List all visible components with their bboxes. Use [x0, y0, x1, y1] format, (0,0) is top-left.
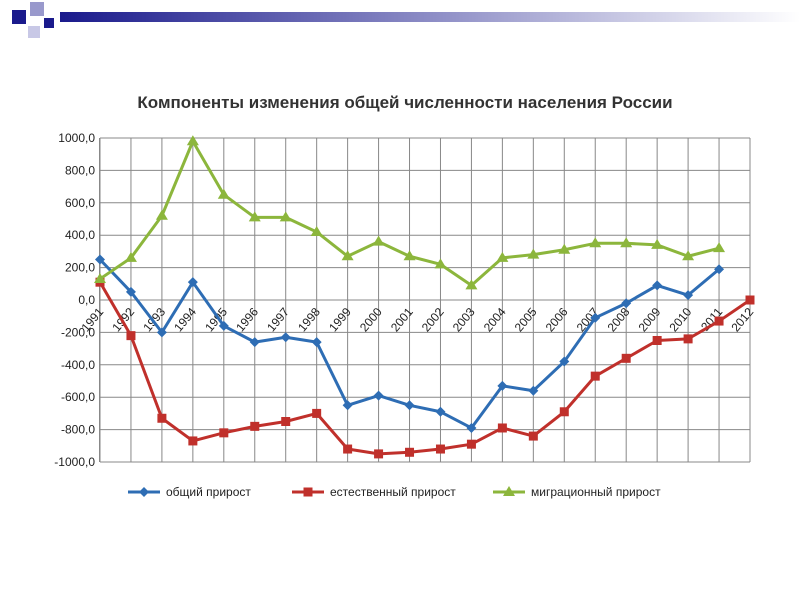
marker	[94, 272, 106, 283]
legend-label: миграционный прирост	[531, 485, 661, 499]
marker	[496, 251, 509, 262]
marker	[374, 449, 384, 459]
y-tick-label: 0,0	[78, 293, 95, 307]
marker	[683, 290, 694, 301]
marker	[157, 413, 167, 423]
marker	[341, 250, 354, 261]
marker	[466, 422, 477, 433]
y-tick-label: -600,0	[61, 390, 95, 404]
marker	[503, 486, 515, 496]
marker	[558, 243, 571, 254]
marker	[373, 390, 384, 401]
marker	[714, 264, 725, 275]
series-line	[98, 281, 751, 456]
marker	[589, 237, 602, 248]
marker	[714, 316, 724, 326]
marker	[528, 431, 538, 441]
marker	[312, 408, 322, 418]
marker	[311, 337, 322, 348]
marker	[188, 436, 198, 446]
marker	[95, 254, 105, 265]
marker	[466, 439, 476, 449]
marker	[465, 279, 478, 290]
marker	[435, 406, 446, 417]
marker	[249, 337, 260, 348]
marker	[186, 135, 199, 146]
marker	[125, 286, 136, 297]
marker	[187, 277, 198, 288]
y-tick-label: 800,0	[65, 163, 95, 177]
marker	[528, 385, 539, 396]
legend: общий прирост естественный прирост миграци…	[128, 485, 661, 499]
marker	[435, 444, 445, 454]
marker	[342, 400, 353, 411]
marker	[434, 258, 447, 269]
marker	[310, 225, 323, 236]
marker	[343, 444, 353, 454]
marker	[713, 242, 726, 253]
marker	[652, 336, 662, 345]
marker	[559, 407, 569, 417]
y-tick-label: 600,0	[65, 196, 95, 210]
marker	[248, 211, 261, 222]
y-tick-label: 1000,0	[58, 131, 95, 145]
marker	[405, 447, 415, 457]
marker	[279, 211, 292, 222]
marker	[651, 238, 664, 249]
legend-label: общий прирост	[166, 485, 251, 499]
y-tick-label: -1000,0	[54, 455, 95, 469]
marker	[156, 327, 167, 338]
marker	[281, 417, 291, 426]
marker	[621, 298, 632, 309]
marker	[303, 487, 313, 497]
marker	[403, 250, 416, 261]
y-tick-label: 200,0	[65, 261, 95, 275]
y-tick-label: -400,0	[61, 358, 95, 372]
chart-title: Компоненты изменения общей численности н…	[137, 93, 672, 112]
marker	[682, 250, 695, 261]
marker	[280, 332, 291, 343]
legend-label: естественный прирост	[330, 485, 456, 499]
marker	[139, 487, 149, 497]
marker	[219, 428, 229, 438]
marker	[250, 421, 260, 431]
marker	[155, 209, 168, 220]
marker	[683, 334, 693, 344]
marker	[372, 235, 385, 246]
marker	[590, 371, 600, 381]
marker	[497, 423, 507, 433]
y-tick-label: -800,0	[61, 423, 95, 437]
marker	[621, 353, 631, 363]
marker	[652, 280, 663, 291]
decoration	[12, 2, 800, 38]
marker	[620, 237, 633, 248]
marker	[745, 295, 755, 305]
marker	[497, 380, 508, 391]
marker	[404, 400, 415, 411]
marker	[124, 251, 137, 262]
marker	[218, 320, 229, 331]
y-tick-label: -200,0	[61, 325, 95, 339]
marker	[126, 331, 136, 341]
marker	[590, 312, 601, 323]
marker	[217, 188, 230, 199]
y-tick-label: 400,0	[65, 228, 95, 242]
marker	[527, 248, 540, 259]
marker	[559, 356, 570, 367]
